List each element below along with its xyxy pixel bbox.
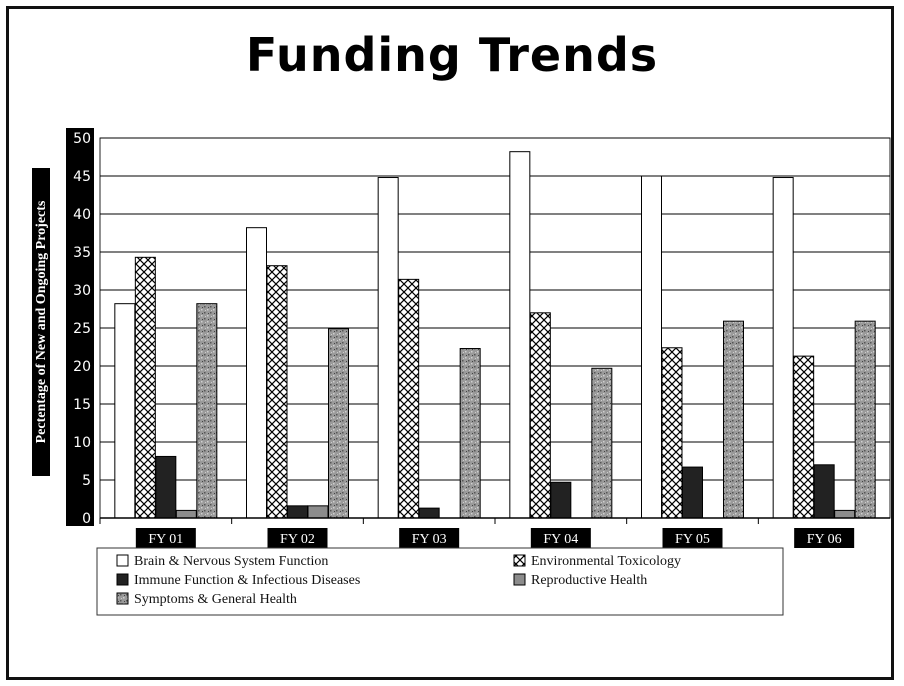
bars bbox=[114, 151, 876, 519]
y-tick-label: 35 bbox=[73, 245, 91, 261]
y-tick-label: 50 bbox=[73, 131, 91, 147]
y-axis-label: Pectentage of New and Ongoing Projects bbox=[34, 200, 49, 443]
bar-crosshatch bbox=[661, 347, 683, 519]
bar-crosshatch bbox=[266, 265, 288, 519]
bar-white bbox=[509, 151, 531, 519]
y-tick-label: 25 bbox=[73, 321, 91, 337]
bar-speckle bbox=[591, 367, 613, 519]
bar-speckle bbox=[328, 328, 349, 519]
x-tick-label-bg bbox=[530, 528, 591, 548]
bar-speckle bbox=[196, 303, 218, 519]
bar-gray bbox=[834, 509, 856, 519]
legend-label: Brain & Nervous System Function bbox=[134, 554, 328, 569]
bar-black bbox=[287, 505, 308, 519]
bar-black bbox=[418, 507, 440, 519]
bar-black bbox=[550, 481, 572, 519]
bar-white bbox=[772, 177, 794, 519]
bar-white bbox=[641, 175, 662, 519]
bar-crosshatch bbox=[793, 355, 815, 519]
y-tick-label: 20 bbox=[73, 359, 91, 375]
y-tick-label: 40 bbox=[73, 207, 91, 223]
bar-black bbox=[155, 455, 177, 519]
legend-swatch-crosshatch bbox=[513, 554, 526, 567]
x-tick-label: FY 06 bbox=[807, 532, 842, 547]
bar-white bbox=[114, 303, 136, 519]
x-tick-label: FY 03 bbox=[412, 532, 447, 547]
y-tick-label: 45 bbox=[73, 169, 91, 185]
y-axis: 0 5 10 15 20 25 30 35 40 45 50 bbox=[66, 128, 94, 527]
bar-white bbox=[246, 227, 267, 519]
y-axis-title: Pectentage of New and Ongoing Projects bbox=[32, 168, 50, 476]
x-tick-label: FY 05 bbox=[675, 532, 710, 547]
x-tick-label-bg bbox=[267, 528, 328, 548]
bar-white bbox=[377, 177, 399, 519]
bar-speckle bbox=[723, 320, 744, 519]
bar-gray bbox=[175, 509, 197, 519]
bar-crosshatch bbox=[398, 278, 420, 519]
legend-swatch-speckle bbox=[116, 592, 129, 605]
x-tick-label-bg bbox=[135, 528, 196, 548]
x-axis: FY 01 FY 02 FY 03 FY 04 FY 05 FY 06 bbox=[99, 517, 890, 548]
bar-crosshatch bbox=[529, 312, 551, 519]
legend: Brain & Nervous System Function Environme… bbox=[96, 547, 784, 616]
y-tick-label: 0 bbox=[82, 511, 91, 527]
legend-swatch-white bbox=[116, 554, 129, 567]
x-tick-label: FY 01 bbox=[148, 532, 183, 547]
x-tick-label-bg bbox=[399, 528, 460, 548]
x-tick-label: FY 04 bbox=[543, 532, 578, 547]
x-tick-label: FY 02 bbox=[280, 532, 315, 547]
bar-speckle bbox=[854, 320, 876, 519]
y-tick-label: 15 bbox=[73, 397, 91, 413]
bar-black bbox=[682, 466, 703, 519]
legend-label: Symptoms & General Health bbox=[134, 592, 297, 607]
legend-label: Reproductive Health bbox=[531, 573, 647, 588]
bar-crosshatch bbox=[134, 256, 156, 519]
legend-swatch-black bbox=[116, 573, 129, 586]
legend-box bbox=[96, 547, 784, 616]
legend-label: Environmental Toxicology bbox=[531, 554, 681, 569]
y-tick-band bbox=[66, 128, 94, 526]
y-tick-label: 30 bbox=[73, 283, 91, 299]
x-tick-label-bg bbox=[662, 528, 723, 548]
bar-speckle bbox=[459, 348, 481, 519]
legend-swatch-gray bbox=[513, 573, 526, 586]
legend-label: Immune Function & Infectious Diseases bbox=[134, 573, 360, 588]
bar-black bbox=[813, 464, 835, 519]
chart-title: Funding Trends bbox=[245, 28, 659, 82]
y-tick-label: 5 bbox=[82, 473, 91, 489]
bar-gray bbox=[307, 505, 329, 519]
y-tick-label: 10 bbox=[73, 435, 91, 451]
x-tick-label-bg bbox=[794, 528, 855, 548]
